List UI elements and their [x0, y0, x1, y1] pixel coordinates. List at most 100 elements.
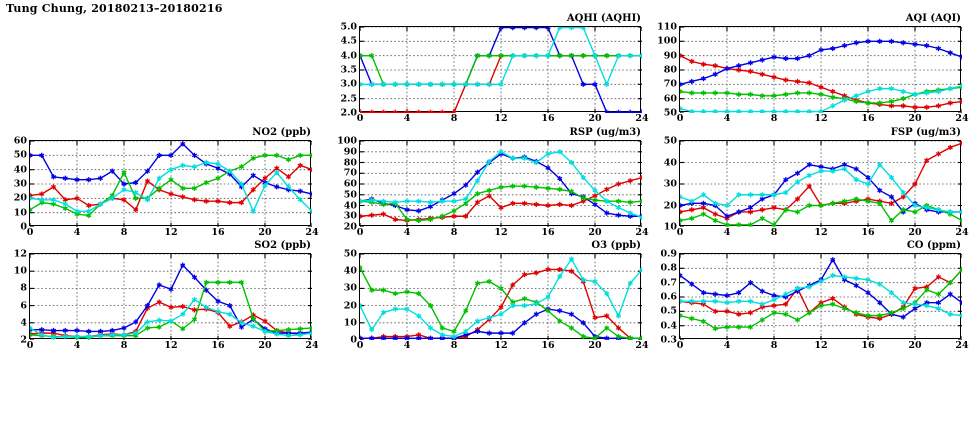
y-tick-label: 12	[13, 248, 27, 260]
series-marker-20180213	[227, 323, 233, 329]
series-marker-20180216	[50, 334, 57, 340]
series-marker-20180215	[168, 177, 174, 183]
series-marker-20180216	[238, 181, 245, 187]
series-marker-20180216	[865, 88, 871, 95]
series-marker-20180216	[747, 298, 754, 304]
series-marker-20180215	[806, 202, 812, 209]
series-marker-20180213	[794, 78, 801, 85]
x-tick-label: 0	[26, 340, 34, 351]
series-marker-20180216	[439, 81, 445, 87]
series-marker-20180213	[604, 186, 610, 192]
y-tick-label: 0.9	[660, 248, 677, 260]
series-marker-20180215	[747, 222, 754, 227]
series-marker-20180215	[615, 333, 622, 340]
x-tick-label: 24	[955, 113, 969, 124]
series-marker-20180214	[865, 174, 871, 181]
series-marker-20180215	[700, 318, 707, 324]
series-marker-20180215	[877, 200, 883, 206]
series-marker-20180215	[604, 53, 610, 59]
chart-panel-aqi: AQI (AQI) 50 60 70 80 90 100 110 0 4 8 12 16 20 24	[657, 13, 968, 124]
series-marker-20180213	[74, 195, 80, 201]
series-marker-20180216	[841, 274, 848, 280]
series-marker-20180213	[712, 308, 718, 314]
x-tick-label: 12	[814, 227, 828, 238]
y-tick-label: 0.7	[660, 277, 677, 289]
series-marker-20180216	[360, 198, 363, 204]
series-marker-20180214	[924, 43, 930, 49]
series-marker-20180214	[615, 212, 622, 218]
y-tick-label: 4	[20, 317, 27, 329]
series-marker-20180215	[736, 91, 742, 97]
series-marker-20180216	[360, 303, 363, 309]
series-marker-20180216	[736, 298, 742, 304]
series-marker-20180216	[841, 97, 848, 103]
series-marker-20180216	[191, 164, 198, 170]
series-marker-20180213	[144, 178, 151, 184]
series-marker-20180214	[783, 177, 789, 183]
series-marker-20180216	[888, 174, 895, 181]
series-marker-20180213	[627, 178, 633, 184]
series-marker-20180214	[74, 327, 80, 334]
x-tick-label: 8	[120, 340, 128, 351]
series-marker-20180216	[215, 309, 221, 315]
series-marker-20180214	[250, 172, 256, 178]
series-marker-20180214	[639, 109, 642, 113]
series-marker-20180213	[180, 303, 186, 310]
series-marker-20180215	[580, 53, 586, 59]
series-marker-20180216	[947, 86, 953, 92]
plot-svg-aqhi	[360, 27, 642, 113]
series-marker-20180216	[39, 197, 45, 203]
series-marker-20180216	[912, 301, 918, 307]
series-marker-20180214	[680, 81, 683, 87]
x-tick-label: 16	[861, 227, 875, 238]
y-tick-label: 50	[663, 135, 677, 147]
series-marker-20180213	[545, 266, 551, 273]
series-marker-20180215	[156, 185, 162, 191]
x-tick-label: 4	[403, 113, 411, 124]
series-marker-20180214	[521, 27, 528, 31]
series-marker-20180213	[392, 109, 398, 113]
series-marker-20180215	[935, 291, 942, 297]
series-marker-20180214	[533, 311, 539, 317]
series-marker-20180213	[783, 301, 789, 307]
series-marker-20180215	[144, 325, 151, 331]
y-tick-label: 20	[343, 300, 357, 312]
series-marker-20180213	[380, 109, 387, 113]
series-marker-20180215	[947, 280, 953, 286]
series-marker-20180214	[121, 181, 127, 187]
series-marker-20180216	[392, 81, 398, 87]
x-tick-label: 12	[164, 340, 178, 351]
series-marker-20180214	[830, 257, 836, 263]
series-marker-20180214	[215, 298, 221, 304]
series-marker-20180216	[404, 306, 410, 312]
series-marker-20180215	[203, 279, 209, 285]
series-marker-20180215	[700, 211, 707, 217]
series-marker-20180216	[285, 184, 292, 190]
x-tick-label: 24	[635, 113, 649, 124]
x-tick-label: 20	[588, 113, 602, 124]
series-marker-20180215	[747, 324, 754, 330]
series-marker-20180213	[830, 295, 836, 302]
x-tick-label: 20	[588, 227, 602, 238]
y-tick-label: 50	[343, 189, 357, 201]
series-marker-20180216	[74, 208, 80, 214]
series-marker-20180214	[604, 335, 610, 340]
x-tick-label: 16	[541, 340, 555, 351]
series-marker-20180213	[360, 213, 363, 219]
series-marker-20180215	[794, 90, 801, 96]
series-marker-20180215	[736, 324, 742, 330]
series-marker-20180216	[510, 53, 516, 59]
series-marker-20180213	[771, 303, 777, 309]
series-marker-20180214	[545, 165, 551, 171]
series-marker-20180216	[947, 209, 953, 215]
series-marker-20180213	[521, 272, 528, 278]
series-marker-20180214	[592, 81, 598, 87]
series-marker-20180214	[724, 292, 730, 299]
series-marker-20180215	[451, 328, 457, 334]
series-marker-20180216	[604, 198, 610, 204]
series-marker-20180213	[712, 211, 718, 217]
plot-svg-fsp	[680, 141, 962, 227]
series-marker-20180214	[498, 330, 504, 336]
series-marker-20180213	[724, 308, 730, 314]
y-tick-label: 0.3	[660, 334, 677, 346]
